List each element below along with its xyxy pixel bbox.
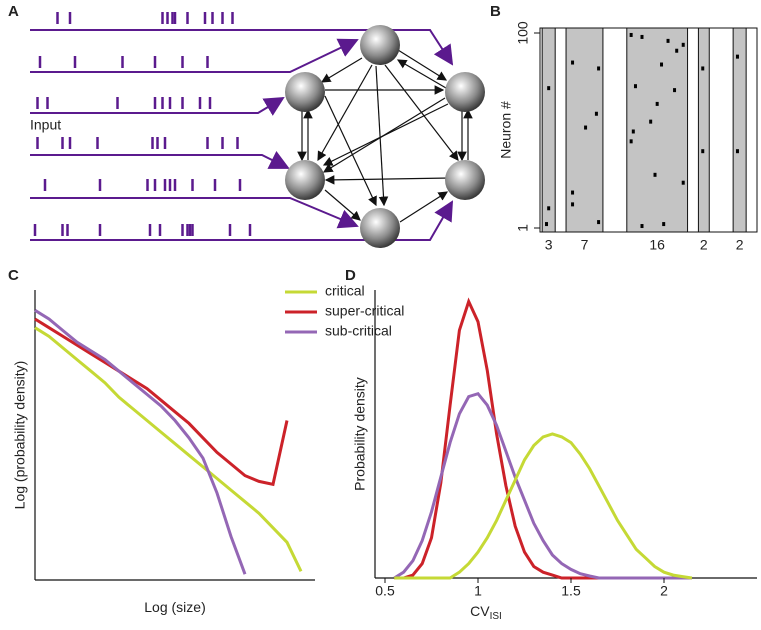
- connection: [320, 57, 363, 83]
- input-label: Input: [30, 117, 61, 133]
- x-tick-label: 0.5: [375, 583, 395, 599]
- input-line: [30, 197, 359, 229]
- spike-dot: [597, 220, 601, 225]
- connection: [324, 175, 451, 185]
- spike-dot: [547, 206, 551, 211]
- y-axis-label: Log (probability density): [12, 361, 28, 510]
- curve: [394, 297, 692, 580]
- curve: [34, 326, 303, 572]
- connection: [324, 189, 361, 221]
- spike-dot: [629, 139, 633, 144]
- spike-dot: [649, 119, 653, 124]
- input-line: [30, 38, 359, 73]
- spike-dot: [655, 101, 659, 106]
- spike-dot: [571, 202, 575, 207]
- y-tick-label: 1: [515, 224, 531, 232]
- spike-dot: [571, 60, 575, 65]
- spike-dot: [701, 149, 705, 154]
- panel-label: B: [490, 3, 501, 20]
- curve: [34, 309, 247, 575]
- spike-dot: [701, 66, 705, 71]
- legend-label: super-critical: [325, 303, 404, 319]
- input-line: [30, 29, 454, 66]
- band-count: 7: [581, 237, 589, 253]
- x-tick-label: 1: [474, 583, 482, 599]
- band: [697, 27, 710, 233]
- spike-dot: [545, 222, 549, 227]
- neuron: [445, 160, 485, 200]
- spike-dot: [681, 42, 685, 47]
- band: [626, 27, 689, 233]
- curve: [34, 317, 289, 487]
- x-axis-label-sub: ISI: [490, 611, 502, 622]
- spike-dot: [631, 129, 635, 134]
- band: [541, 27, 556, 233]
- neuron: [360, 208, 400, 248]
- y-axis-label: Probability density: [352, 377, 368, 491]
- panel-label: D: [345, 267, 356, 284]
- spike-dot: [571, 190, 575, 195]
- spike-dot: [666, 38, 670, 43]
- input-lines: [30, 29, 454, 241]
- spike-dot: [660, 62, 664, 67]
- spike-dot: [735, 149, 739, 154]
- spike-dot: [547, 86, 551, 91]
- input-line: [30, 96, 285, 116]
- neuron: [360, 25, 400, 65]
- spike-dot: [629, 32, 633, 37]
- spike-dot: [662, 222, 666, 227]
- spike-dot: [675, 48, 679, 53]
- spike-dot: [735, 54, 739, 59]
- band-count: 16: [649, 237, 665, 253]
- connection: [375, 65, 389, 207]
- panel-label: C: [8, 267, 19, 284]
- neuron: [285, 160, 325, 200]
- connection: [399, 191, 449, 223]
- neuron: [445, 72, 485, 112]
- x-tick-label: 1.5: [561, 583, 581, 599]
- curve: [394, 432, 693, 580]
- x-tick-label: 2: [660, 583, 668, 599]
- band-count: 2: [700, 237, 708, 253]
- panel-label: A: [8, 3, 19, 20]
- y-axis-label: Neuron #: [498, 101, 514, 159]
- neuron: [285, 72, 325, 112]
- x-axis-label: Log (size): [144, 599, 205, 615]
- spike-dot: [640, 34, 644, 39]
- spike-dot: [673, 88, 677, 93]
- y-tick-label: 100: [515, 21, 531, 45]
- neurons: [285, 25, 485, 248]
- spike-dot: [681, 180, 685, 185]
- input-line: [30, 151, 290, 169]
- x-axis-label-main: CV: [470, 603, 490, 619]
- x-axis-label-main: Log (size): [144, 599, 205, 615]
- spike-dot: [633, 84, 637, 89]
- band-count: 2: [736, 237, 744, 253]
- connection: [324, 95, 377, 207]
- spike-dot: [594, 111, 598, 116]
- curve: [393, 391, 692, 580]
- connection: [317, 64, 373, 162]
- x-axis-label: CVISI: [470, 603, 502, 622]
- connection: [322, 103, 449, 166]
- band: [565, 27, 604, 233]
- spike-dot: [584, 125, 588, 130]
- band-count: 3: [545, 237, 553, 253]
- legend-label: sub-critical: [325, 323, 392, 339]
- connections: [297, 49, 473, 223]
- connection: [397, 49, 448, 81]
- spike-dot: [653, 172, 657, 177]
- spike-dot: [640, 224, 644, 229]
- spike-dot: [597, 66, 601, 71]
- band: [732, 27, 747, 233]
- legend-label: critical: [325, 283, 365, 299]
- connection: [396, 59, 447, 89]
- input-line: [30, 200, 454, 241]
